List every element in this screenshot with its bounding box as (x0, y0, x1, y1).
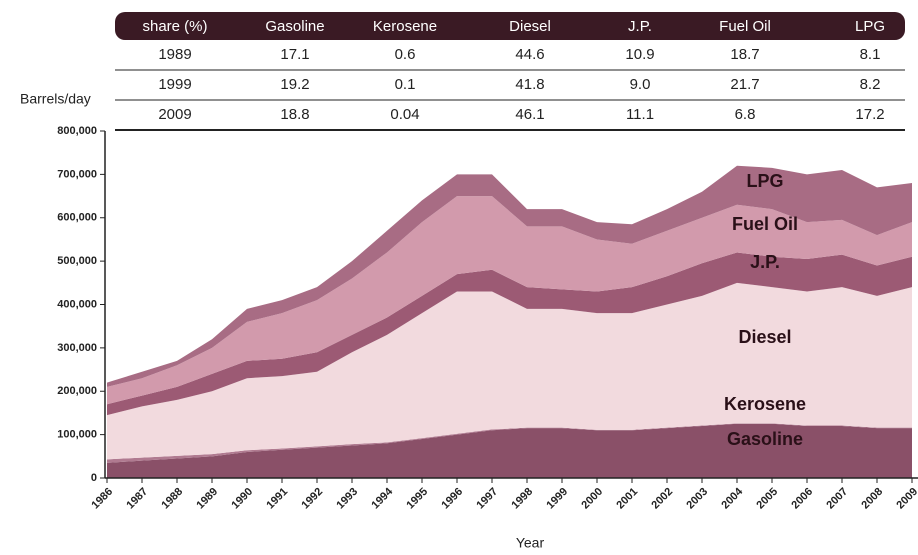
x-tick-label: 1997 (474, 486, 500, 512)
area-label: Gasoline (727, 429, 803, 449)
y-tick-label: 100,000 (57, 429, 97, 441)
x-tick-label: 2006 (789, 486, 815, 512)
y-tick-label: 200,000 (57, 385, 97, 397)
table-cell: 17.2 (855, 106, 884, 123)
area-label: Fuel Oil (732, 214, 798, 234)
table-cell: 0.1 (395, 76, 416, 93)
table-cell: 18.8 (280, 106, 309, 123)
x-tick-label: 1998 (509, 486, 535, 512)
table-cell: 1989 (158, 46, 191, 63)
x-tick-label: 1994 (369, 485, 395, 511)
x-tick-label: 2000 (579, 486, 605, 512)
y-tick-label: 600,000 (57, 212, 97, 224)
area-label: Kerosene (724, 394, 806, 414)
x-tick-label: 1988 (159, 486, 185, 512)
x-tick-label: 2003 (684, 486, 710, 512)
x-tick-label: 1992 (299, 486, 325, 512)
x-tick-label: 1990 (229, 486, 255, 512)
table-header-cell: J.P. (628, 18, 652, 35)
x-tick-label: 1991 (264, 486, 290, 512)
area (107, 252, 912, 416)
x-tick-label: 2007 (824, 486, 850, 512)
table-cell: 19.2 (280, 76, 309, 93)
table-header-cell: Fuel Oil (719, 18, 771, 35)
table-header-cell: share (%) (142, 18, 207, 35)
table-header-bar (115, 12, 905, 40)
area (107, 165, 912, 387)
x-tick-label: 2002 (649, 486, 675, 512)
table-header-cell: LPG (855, 18, 885, 35)
y-tick-label: 500,000 (57, 255, 97, 267)
x-tick-label: 1989 (194, 486, 220, 512)
area-label: Diesel (738, 327, 791, 347)
table-header-cell: Diesel (509, 18, 551, 35)
table-cell: 0.04 (390, 106, 419, 123)
x-tick-label: 2009 (894, 486, 918, 512)
x-tick-label: 1996 (439, 486, 465, 512)
x-tick-label: 2008 (859, 486, 885, 512)
x-tick-label: 1986 (89, 486, 115, 512)
x-tick-label: 2005 (754, 486, 780, 512)
table-header-cell: Kerosene (373, 18, 437, 35)
table-cell: 8.2 (860, 76, 881, 93)
table-cell: 8.1 (860, 46, 881, 63)
x-tick-label: 1999 (544, 486, 570, 512)
table-cell: 46.1 (515, 106, 544, 123)
y-tick-label: 700,000 (57, 168, 97, 180)
area (107, 423, 912, 478)
x-tick-label: 1995 (404, 486, 430, 512)
y-tick-label: 800,000 (57, 125, 97, 137)
table-cell: 41.8 (515, 76, 544, 93)
area (107, 282, 912, 460)
table-cell: 10.9 (625, 46, 654, 63)
y-axis-label: Barrels/day (20, 91, 91, 107)
y-tick-label: 400,000 (57, 298, 97, 310)
area-label: J.P. (750, 252, 780, 272)
x-tick-label: 2001 (614, 486, 640, 512)
x-tick-label: 1987 (124, 486, 150, 512)
table-cell: 9.0 (630, 76, 651, 93)
table-cell: 44.6 (515, 46, 544, 63)
area-label: LPG (746, 171, 783, 191)
y-tick-label: 300,000 (57, 342, 97, 354)
area (107, 196, 912, 405)
table-cell: 17.1 (280, 46, 309, 63)
table-cell: 1999 (158, 76, 191, 93)
x-axis-label: Year (516, 535, 545, 551)
table-header-cell: Gasoline (265, 18, 324, 35)
table-cell: 11.1 (626, 106, 654, 123)
table-cell: 0.6 (395, 46, 416, 63)
x-tick-label: 1993 (334, 486, 360, 512)
table-cell: 2009 (158, 106, 191, 123)
table-cell: 18.7 (730, 46, 759, 63)
table-cell: 6.8 (735, 106, 756, 123)
table-cell: 21.7 (730, 76, 759, 93)
y-tick-label: 0 (91, 472, 97, 484)
x-tick-label: 2004 (719, 485, 745, 511)
